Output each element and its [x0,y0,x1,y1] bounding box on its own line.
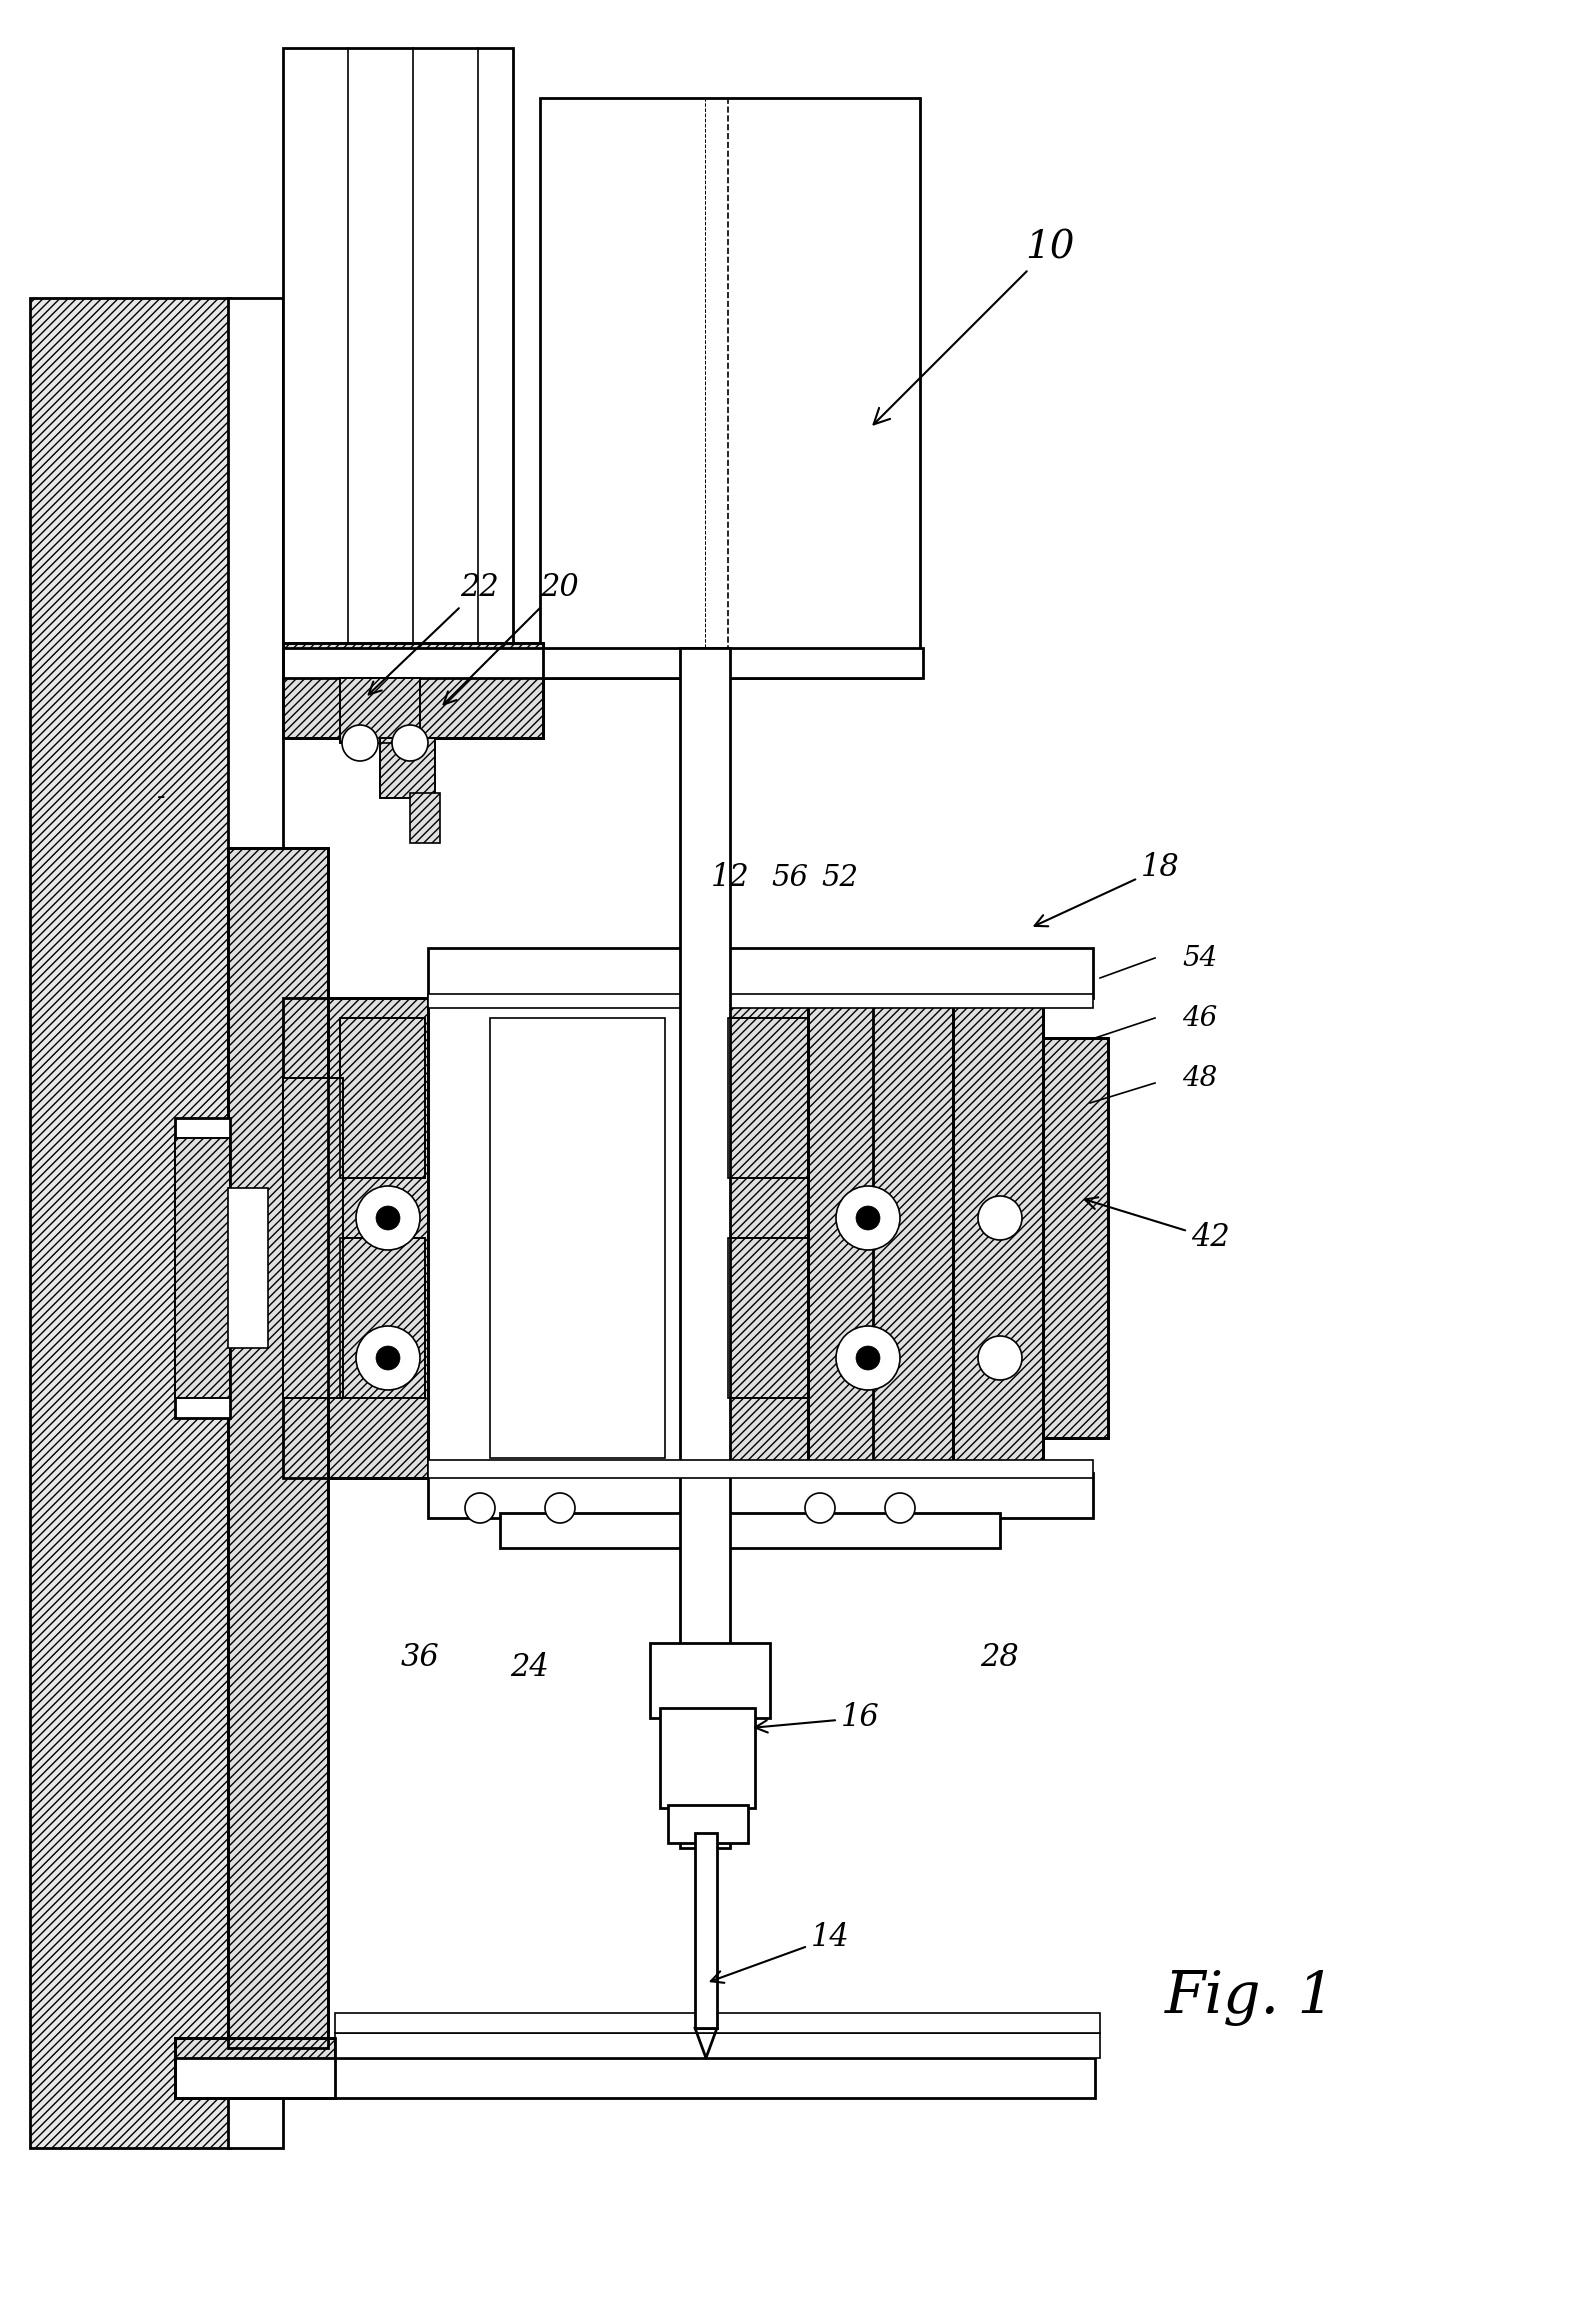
Bar [284,997,429,1478]
Bar [380,738,435,797]
Bar [229,1188,268,1349]
Bar [229,848,328,2048]
Bar [668,1804,749,1843]
Bar [728,997,873,1478]
Circle shape [356,1186,419,1250]
Bar [429,949,1094,997]
Bar [284,1078,344,1397]
Bar [410,793,440,843]
Circle shape [356,1326,419,1390]
Bar [1043,1039,1108,1439]
Text: 48: 48 [1182,1064,1218,1092]
Text: 20: 20 [443,572,580,705]
Text: 56: 56 [772,864,808,892]
Text: 46: 46 [1182,1004,1218,1032]
Circle shape [377,1347,400,1370]
Circle shape [342,724,378,761]
Circle shape [377,1206,400,1229]
Circle shape [856,1347,879,1370]
Bar [728,1018,808,1179]
Bar [490,1018,665,1457]
Text: 54: 54 [1182,944,1218,972]
Bar [541,99,920,678]
Text: 12: 12 [711,862,749,894]
Circle shape [805,1494,835,1524]
Bar [175,2038,336,2098]
Circle shape [979,1195,1021,1241]
Text: 24: 24 [511,1652,550,1684]
Bar [175,2038,336,2098]
Text: 10: 10 [873,230,1075,425]
Circle shape [835,1186,900,1250]
Circle shape [886,1494,916,1524]
Bar [284,48,514,648]
Bar [340,1018,426,1179]
Bar [429,997,728,1478]
Bar [336,2013,1100,2034]
Bar [808,958,953,1519]
Text: 14: 14 [711,1923,849,1983]
Bar [953,997,1043,1478]
Bar [340,1018,426,1179]
Bar [380,738,435,797]
Text: -: - [156,786,164,809]
Text: 36: 36 [400,1643,440,1673]
Text: 18: 18 [1034,853,1179,926]
Text: 42: 42 [1084,1197,1229,1252]
Bar [284,643,544,738]
Text: 22: 22 [369,572,500,694]
Circle shape [856,1206,879,1229]
Text: 52: 52 [821,864,859,892]
Circle shape [979,1335,1021,1381]
Bar [284,1078,344,1397]
Bar [728,1239,808,1397]
Bar [284,643,544,738]
Bar [660,1707,755,1809]
Text: 28: 28 [980,1643,1020,1673]
Bar [500,1512,1001,1549]
Bar [175,1138,230,1397]
Text: Fig. 1: Fig. 1 [1165,1969,1335,2027]
Bar [229,848,328,2048]
Bar [284,997,429,1478]
Bar [340,678,419,742]
Bar [728,1239,808,1397]
Circle shape [545,1494,575,1524]
Bar [229,299,284,2149]
Bar [695,1834,717,2029]
Bar [429,1459,1094,1478]
Bar [175,1138,230,1397]
Bar [1043,1039,1108,1439]
Bar [175,1119,230,1418]
Bar [30,299,230,2149]
Bar [808,958,953,1519]
Bar [679,648,730,1848]
Circle shape [465,1494,495,1524]
Bar [728,997,873,1478]
Bar [175,2059,1095,2098]
Bar [728,1018,808,1179]
Bar [649,1643,771,1719]
Bar [340,678,419,742]
Bar [284,648,924,678]
Circle shape [835,1326,900,1390]
Bar [429,1473,1094,1519]
Circle shape [392,724,429,761]
Bar [953,997,1043,1478]
Bar [336,2034,1100,2059]
Bar [429,995,1094,1009]
Bar [340,1239,426,1397]
Bar [340,1239,426,1397]
Text: 16: 16 [755,1703,879,1733]
